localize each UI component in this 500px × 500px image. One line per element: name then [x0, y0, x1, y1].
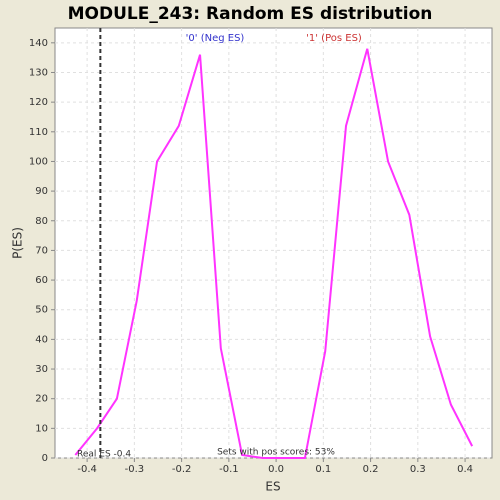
x-tick-label: 0.3 — [410, 464, 426, 475]
y-tick-label: 0 — [42, 453, 48, 464]
x-tick-label: -0.4 — [77, 464, 97, 475]
pos-label: '1' (Pos ES) — [306, 33, 362, 44]
y-tick-label: 80 — [35, 216, 48, 227]
x-tick-label: -0.2 — [172, 464, 192, 475]
y-tick-label: 140 — [29, 38, 48, 49]
plot-area — [54, 27, 493, 459]
chart-title: MODULE_243: Random ES distribution — [68, 4, 433, 24]
y-tick-label: 130 — [29, 67, 48, 78]
line-series — [74, 48, 474, 459]
pos-scores-label: Sets with pos scores: 53% — [217, 448, 335, 458]
y-tick-label: 30 — [35, 364, 48, 375]
y-tick-label: 100 — [29, 156, 48, 167]
x-tick-label: 0.0 — [268, 464, 284, 475]
y-tick-label: 70 — [35, 245, 48, 256]
x-tick-label: -0.3 — [125, 464, 145, 475]
x-tick-label: -0.1 — [219, 464, 239, 475]
x-axis-label: ES — [265, 480, 280, 494]
x-tick-label: 0.1 — [315, 464, 331, 475]
y-tick-label: 90 — [35, 186, 48, 197]
x-tick-label: 0.4 — [457, 464, 473, 475]
x-tick-label: 0.2 — [363, 464, 379, 475]
y-tick-label: 50 — [35, 305, 48, 316]
y-tick-label: 110 — [29, 127, 48, 138]
y-tick-label: 40 — [35, 334, 48, 345]
y-tick-label: 60 — [35, 275, 48, 286]
real-es-label: Real ES -0.4 — [77, 450, 131, 460]
y-tick-label: 120 — [29, 97, 48, 108]
y-tick-label: 20 — [35, 394, 48, 405]
y-tick-label: 10 — [35, 423, 48, 434]
y-axis-label: P(ES) — [11, 227, 25, 259]
neg-label: '0' (Neg ES) — [186, 33, 245, 44]
